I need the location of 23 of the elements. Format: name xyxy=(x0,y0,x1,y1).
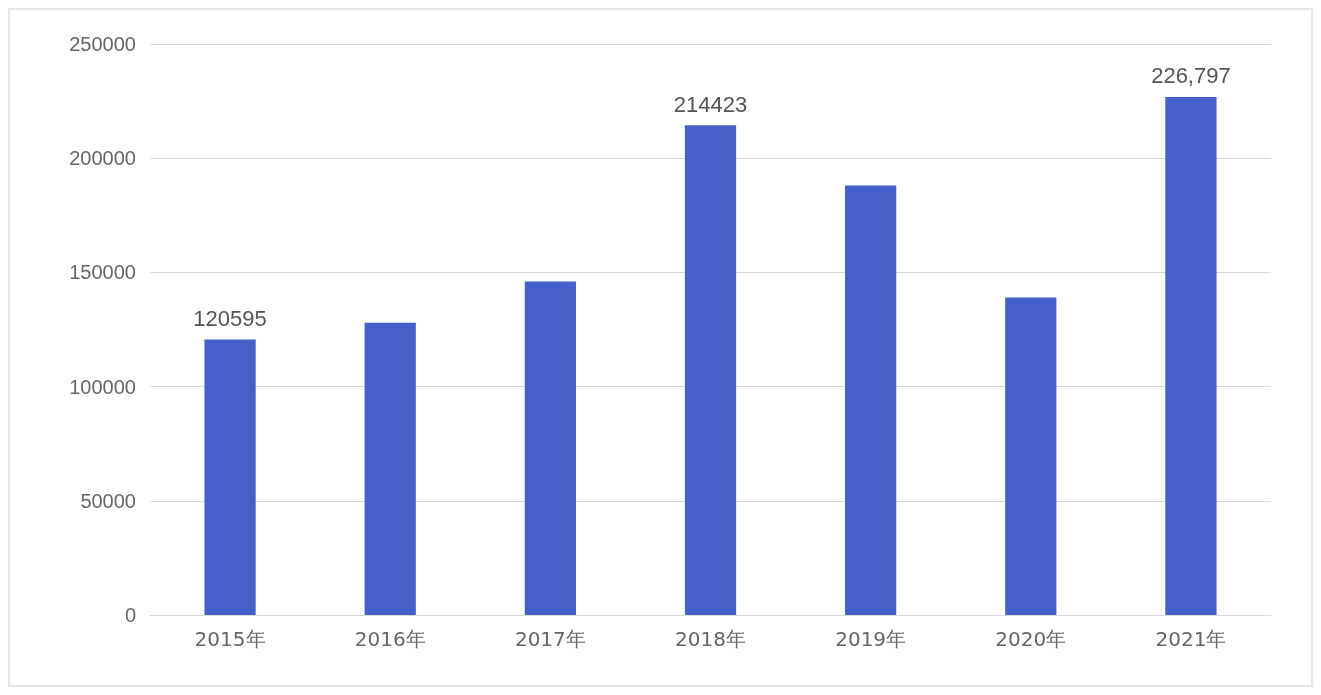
x-tick-label: 2015年 xyxy=(194,627,266,651)
bar xyxy=(684,125,737,615)
y-tick-label: 0 xyxy=(124,604,136,626)
y-tick-label: 200000 xyxy=(69,147,136,170)
x-tick-label: 2017年 xyxy=(514,627,586,651)
bar xyxy=(1165,97,1217,615)
bar xyxy=(845,185,897,615)
x-tick-label: 2020年 xyxy=(995,627,1067,651)
data-label: 226,797 xyxy=(1151,63,1231,89)
x-tick-label: 2019年 xyxy=(835,627,907,651)
x-tick-label: 2018年 xyxy=(675,627,746,651)
y-tick-label: 150000 xyxy=(69,261,136,284)
bar xyxy=(204,339,256,615)
bar xyxy=(364,322,416,615)
data-label: 120595 xyxy=(193,306,267,332)
bar xyxy=(1005,297,1057,615)
bar xyxy=(524,281,576,615)
x-tick-label: 2021年 xyxy=(1155,627,1227,651)
data-label: 214423 xyxy=(673,91,748,117)
y-tick-label: 50000 xyxy=(80,489,136,512)
y-tick-label: 100000 xyxy=(69,375,136,398)
y-tick-label: 250000 xyxy=(69,33,136,55)
x-tick-label: 2016年 xyxy=(354,627,426,651)
